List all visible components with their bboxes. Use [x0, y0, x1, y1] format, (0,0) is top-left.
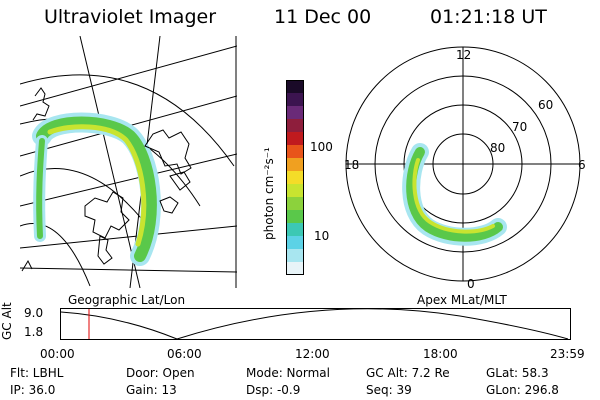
- colorbar-segment: [286, 93, 304, 107]
- timeline-xtick-1800: 18:00: [423, 347, 458, 361]
- colorbar-segment: [286, 158, 304, 172]
- apex-polar-plot: [345, 46, 581, 282]
- colorbar-tick-10: 10: [314, 229, 330, 243]
- timeline-ytick-bottom: 1.8: [24, 325, 44, 339]
- dsp-info: Dsp: -0.9: [246, 383, 301, 397]
- orbit-timeline: [60, 308, 571, 340]
- colorbar-segment: [286, 171, 304, 185]
- mlt-label-12: 12: [456, 48, 472, 62]
- mlt-label-0: 0: [467, 277, 475, 291]
- colorbar-unit-label: photon cm⁻²s⁻¹: [262, 147, 276, 240]
- colorbar-segment: [286, 106, 304, 120]
- colorbar-segment: [286, 132, 304, 146]
- colorbar-segment: [286, 249, 304, 263]
- colorbar-segment: [286, 262, 304, 276]
- colorbar-segment: [286, 236, 304, 250]
- lat-label-80: 80: [490, 141, 506, 155]
- mode-info: Mode: Normal: [246, 366, 330, 380]
- coastlines: [21, 87, 192, 272]
- seq-info: Seq: 39: [366, 383, 412, 397]
- aurora-oval-magnetic: [402, 143, 507, 246]
- colorbar-segment: [286, 119, 304, 133]
- aurora-band-geographic: [32, 112, 161, 266]
- filter-info: Flt: LBHL: [10, 366, 64, 380]
- colorbar-segment: [286, 210, 304, 224]
- door-info: Door: Open: [126, 366, 195, 380]
- time-label: 01:21:18 UT: [430, 6, 547, 28]
- colorbar-tick-100: 100: [310, 140, 333, 154]
- timeline-xtick-0000: 00:00: [40, 347, 75, 361]
- date-label: 11 Dec 00: [274, 6, 372, 28]
- colorbar-frame: [286, 80, 304, 275]
- colorbar: [286, 80, 304, 276]
- colorbar-segment: [286, 80, 304, 94]
- timeline-xtick-2359: 23:59: [550, 347, 585, 361]
- mlt-label-18: 18: [344, 158, 360, 172]
- instrument-title: Ultraviolet Imager: [44, 6, 217, 28]
- geographic-label: Geographic Lat/Lon: [68, 293, 186, 307]
- timeline-axis-title: GC Alt: [0, 302, 14, 340]
- lat-label-70: 70: [512, 120, 528, 134]
- glon-info: GLon: 296.8: [486, 383, 559, 397]
- apex-label: Apex MLat/MLT: [417, 293, 507, 307]
- colorbar-segment: [286, 145, 304, 159]
- glat-info: GLat: 58.3: [486, 366, 549, 380]
- timeline-ytick-top: 9.0: [24, 306, 44, 320]
- ip-info: IP: 36.0: [10, 383, 56, 397]
- timeline-xtick-0600: 06:00: [167, 347, 202, 361]
- mlt-label-6: 6: [578, 158, 586, 172]
- colorbar-segment: [286, 197, 304, 211]
- timeline-xtick-1200: 12:00: [295, 347, 330, 361]
- lat-label-60: 60: [538, 98, 554, 112]
- gc-alt-info: GC Alt: 7.2 Re: [366, 366, 450, 380]
- colorbar-segment: [286, 184, 304, 198]
- geographic-map: [20, 36, 237, 288]
- gain-info: Gain: 13: [126, 383, 177, 397]
- colorbar-segment: [286, 223, 304, 237]
